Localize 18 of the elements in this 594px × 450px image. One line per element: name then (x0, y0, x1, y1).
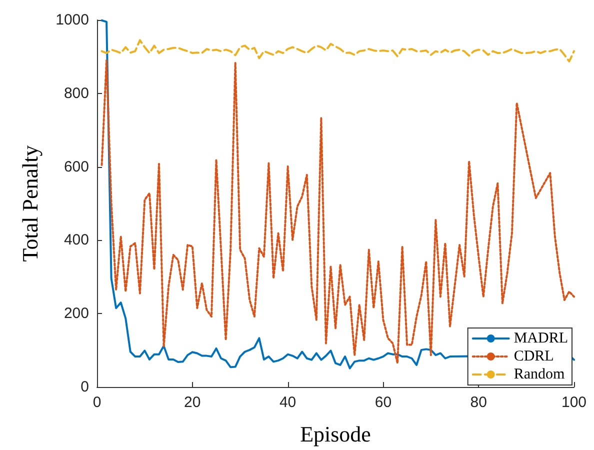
legend-label: Random (514, 366, 565, 382)
x-tick-label: 60 (374, 394, 392, 411)
x-tick-label: 40 (279, 394, 296, 411)
y-tick-label: 1000 (56, 12, 89, 28)
y-tick-label: 400 (64, 232, 89, 249)
x-tick-label: 20 (184, 394, 201, 411)
y-tick-label: 600 (64, 158, 89, 176)
y-tick-label: 0 (80, 378, 89, 396)
legend-label: MADRL (514, 330, 568, 346)
y-tick-label: 800 (64, 84, 89, 102)
legend-label: CDRL (514, 348, 554, 364)
x-tick-label: 100 (561, 394, 587, 411)
x-axis-title: Episode (300, 422, 371, 446)
x-tick-label: 0 (92, 394, 102, 411)
x-tick-label: 80 (470, 394, 487, 411)
y-axis-title: Total Penalty (18, 145, 42, 262)
y-tick-label: 200 (64, 305, 89, 322)
line-series (100, 39, 575, 62)
